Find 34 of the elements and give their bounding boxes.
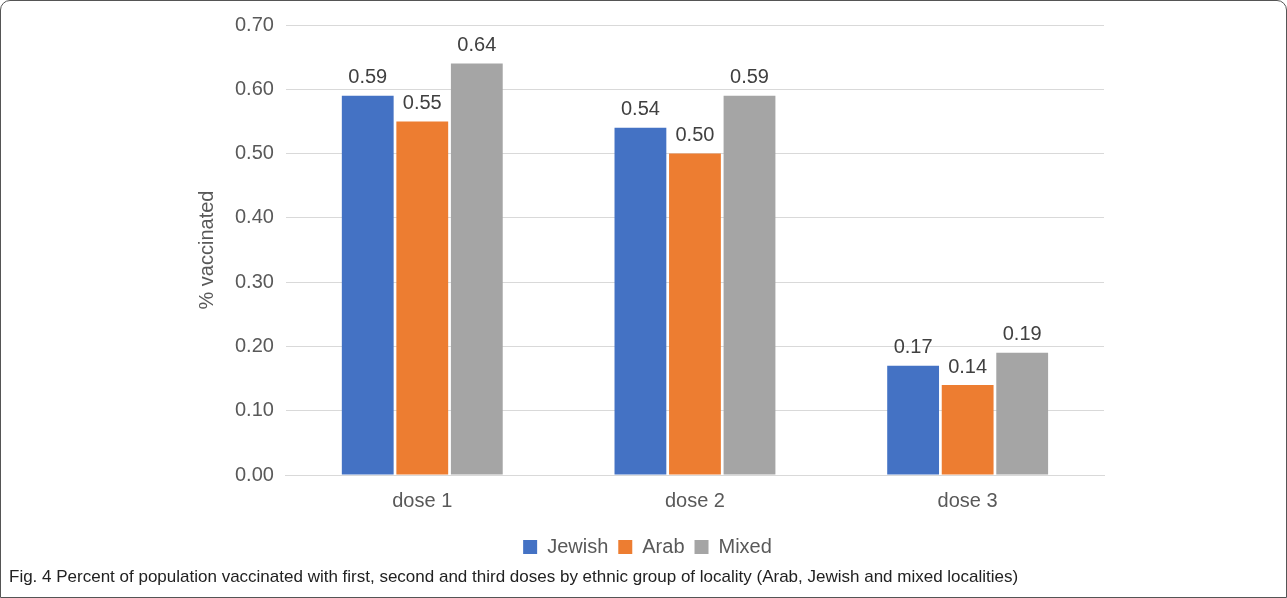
y-tick-label: 0.70 [234, 12, 274, 35]
bar [996, 352, 1049, 475]
y-tick-label: 0.50 [234, 141, 274, 164]
data-label: 0.14 [948, 354, 988, 377]
data-label: 0.59 [730, 65, 769, 88]
bar [450, 63, 503, 475]
x-tick-label: dose 2 [664, 488, 725, 511]
bar [723, 95, 776, 475]
legend-label: Mixed [718, 534, 772, 557]
data-label: 0.64 [457, 33, 497, 56]
y-tick-label: 0.00 [234, 462, 274, 485]
data-label: 0.17 [893, 335, 933, 358]
y-tick-label: 0.30 [234, 269, 274, 292]
bar [887, 365, 940, 475]
bar [614, 127, 667, 475]
caption: Fig. 4 Percent of population vaccinated with first, second and third doses by ethnic group of locality (Arab, Jewish and mixed localities) [8, 567, 1020, 587]
data-label: 0.50 [675, 123, 715, 146]
data-label: 0.59 [348, 65, 388, 88]
x-tick-label: dose 3 [937, 488, 998, 511]
y-tick-label: 0.20 [234, 333, 274, 356]
data-label: 0.54 [620, 97, 660, 120]
y-tick-label: 0.10 [234, 398, 274, 421]
legend-label: Jewish [547, 534, 609, 557]
data-label: 0.19 [1002, 322, 1042, 345]
bar [669, 153, 721, 475]
y-tick-label: 0.60 [234, 76, 274, 99]
bar [941, 385, 994, 475]
x-tick-label: dose 1 [392, 488, 453, 511]
y-axis-title: % vaccinated [194, 190, 217, 310]
y-tick-label: 0.40 [234, 205, 274, 228]
bar [396, 121, 449, 475]
data-label: 0.55 [402, 90, 442, 113]
bar [341, 95, 394, 475]
legend-label: Arab [642, 534, 685, 557]
